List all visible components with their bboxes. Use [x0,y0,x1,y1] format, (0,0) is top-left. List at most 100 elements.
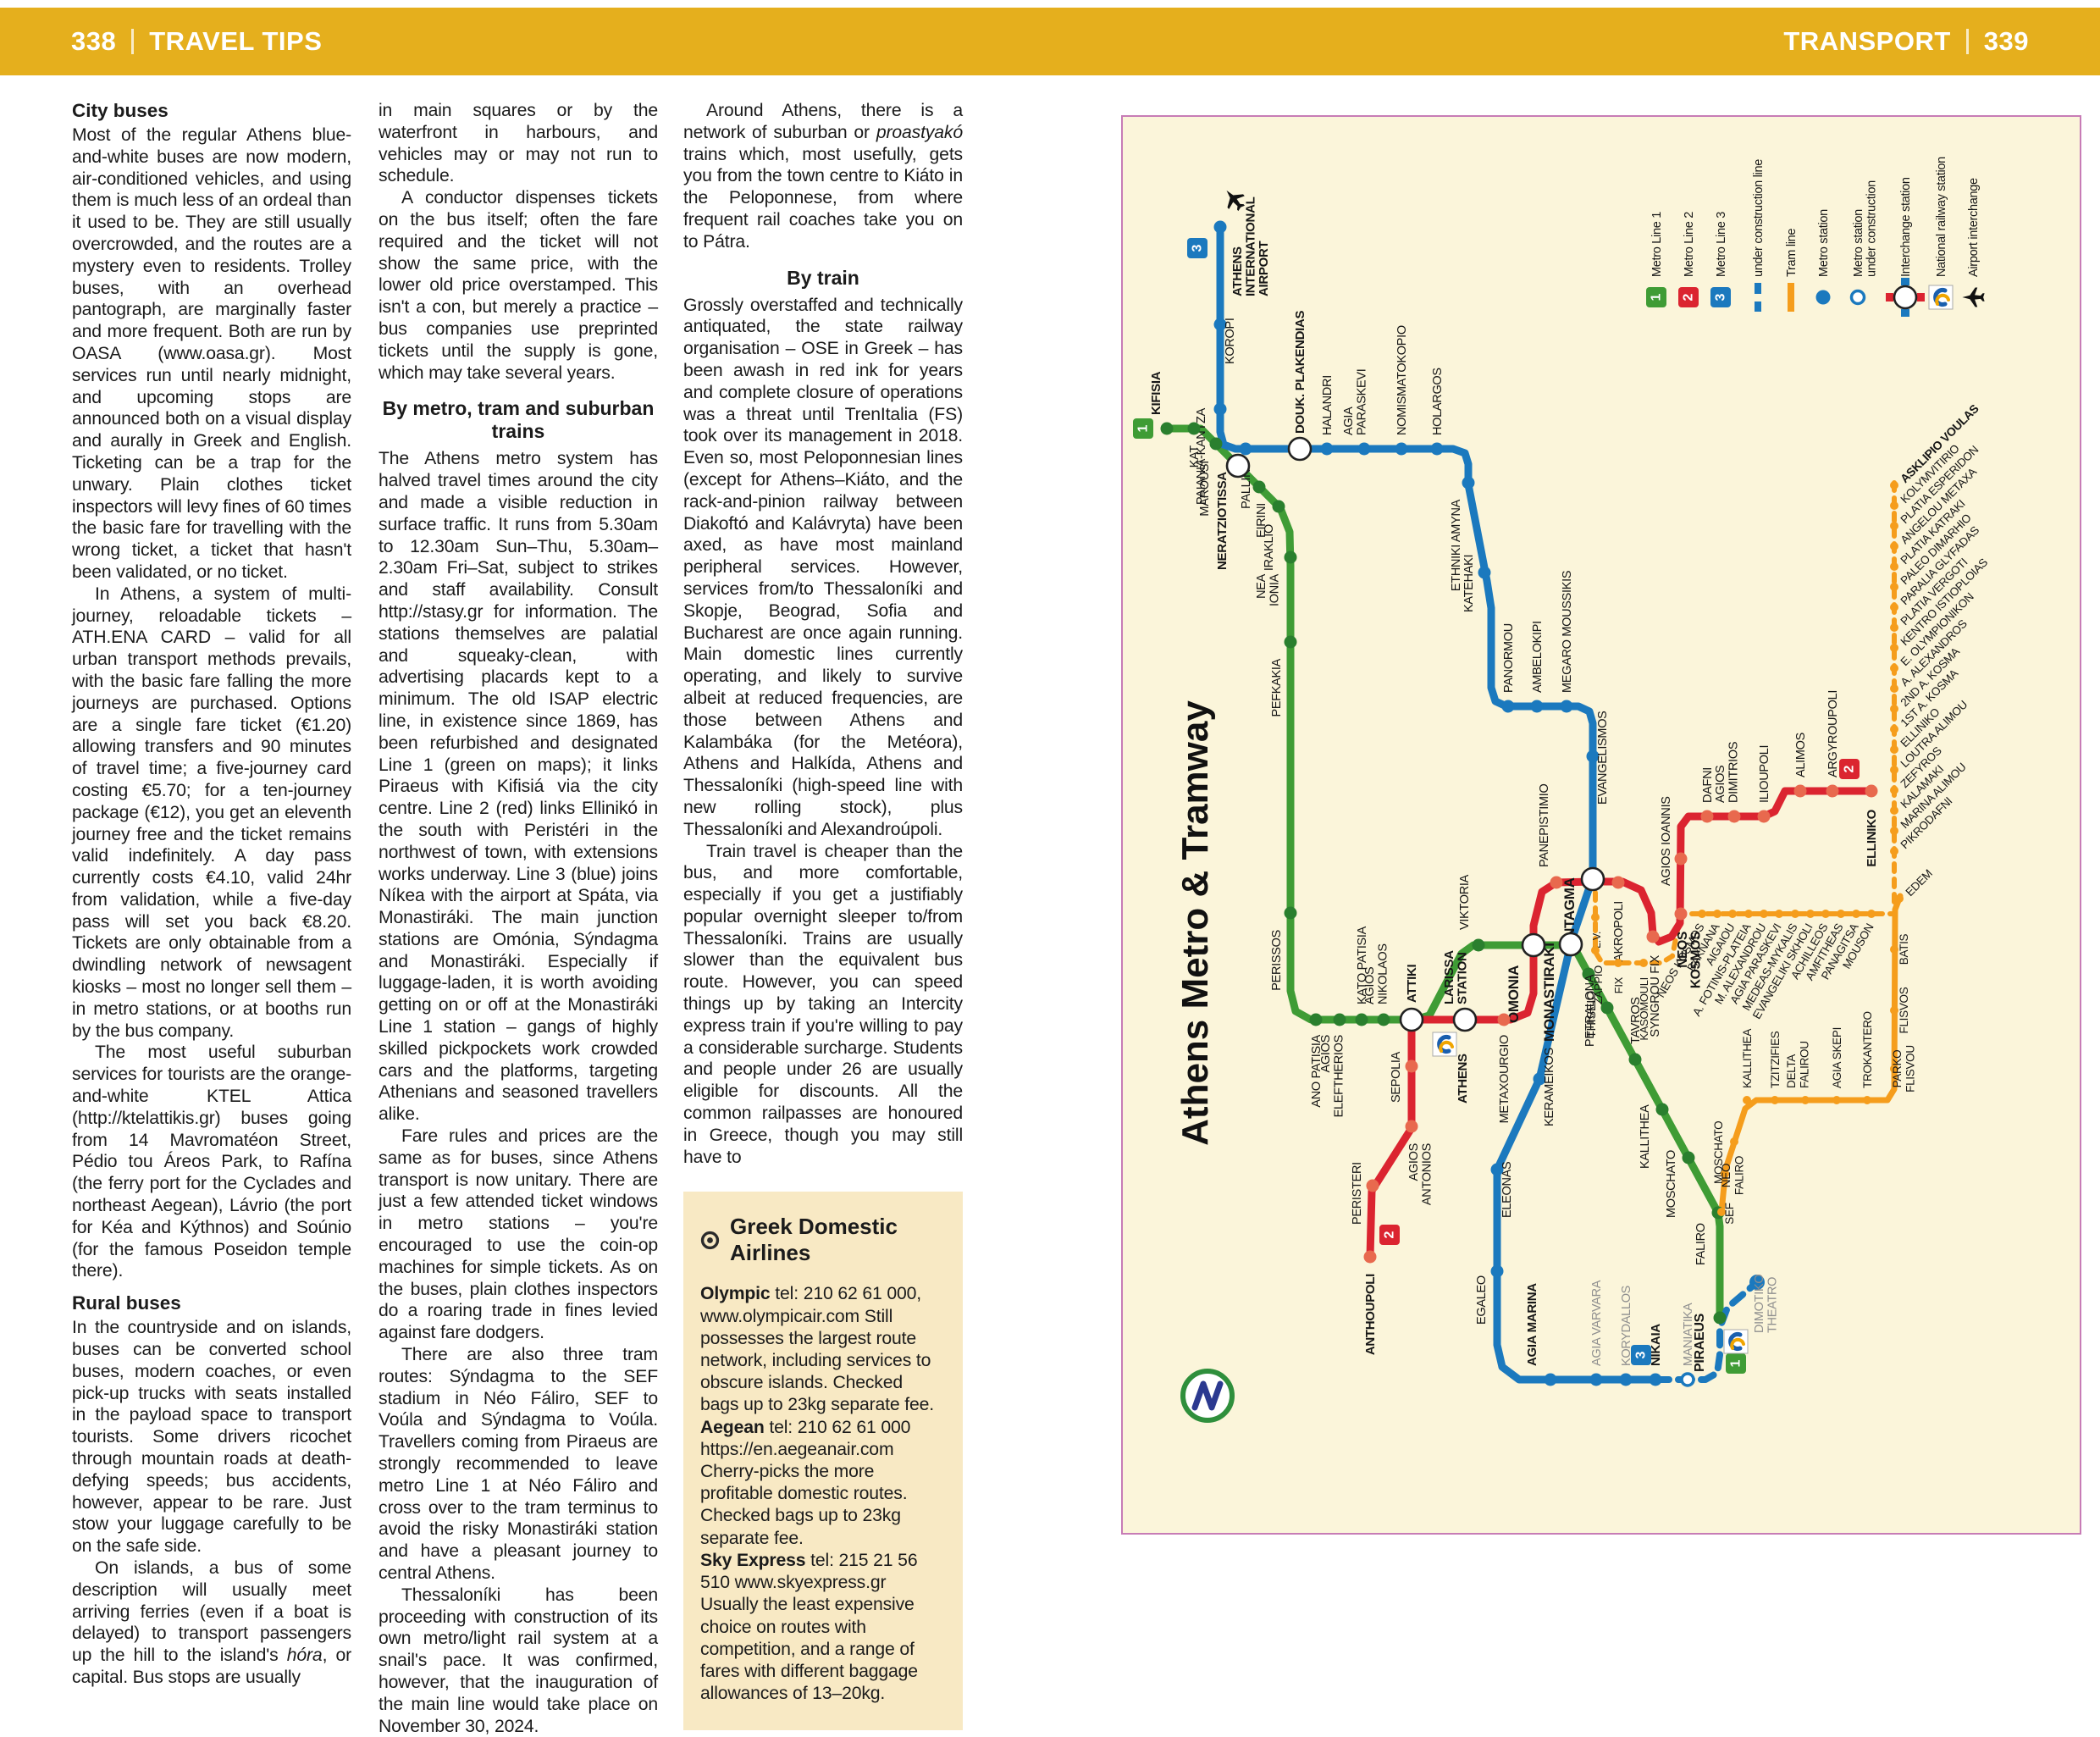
station-label: NIKAIA [1649,1324,1663,1366]
header-left: 338 TRAVEL TIPS [71,26,322,57]
airline-entry: Olympic tel: 210 62 61 000, www.olympica… [700,1283,946,1416]
line-number: 2 [1383,1231,1397,1238]
text-run: hóra [286,1646,323,1666]
page-number-left: 338 [71,26,117,56]
station-label: HALANDRI [1321,375,1335,435]
metro-line [1652,1279,1760,1383]
national-railway-logo [1928,285,1954,310]
station-label: HOLARGOS [1431,368,1445,435]
metro-map-panel: ATHENSINTERNATIONALAIRPORT KOROPI PAIANIA-… [1121,115,2081,1535]
text-run: Fare rules and prices are the same as fo… [379,1126,658,1343]
station-label: ELLINIKO [1865,809,1879,866]
metro-line [1163,424,1724,1322]
station-dot [1272,500,1285,513]
station-dot [1793,784,1807,798]
station-dot [1405,1059,1418,1073]
domestic-airlines-box: Greek Domestic Airlines Olympic tel: 210… [683,1192,963,1731]
station-dot [1309,1013,1323,1026]
station-label: THISEIO [1585,991,1599,1038]
station-label: AMBELOKIPI [1531,621,1545,693]
text-column-1: City buses Most of the regular Athens blu… [72,100,351,1689]
text-run: Around Athens, there is a network of sub… [683,101,963,142]
national-railway-logo [1432,1032,1457,1057]
airline-name: Aegean [700,1417,770,1437]
station-label: EVANGELISMOS [1596,711,1610,805]
text-run: Most of the regular Athens blue-and-whit… [72,125,351,582]
tram-stop-dot [1890,522,1898,530]
station-label: ALIMOS [1794,733,1808,777]
text-run: In Athens, a system of multi-journey, re… [72,584,351,1041]
station-dot [1462,476,1475,490]
station-label: EGALEO [1475,1275,1489,1325]
tram-stop-dot [1832,1096,1841,1104]
target-icon [700,1231,720,1250]
station-dot [1649,1373,1662,1386]
paragraph: There are also three tram routes: Sýndag… [379,1344,658,1585]
tram-stop-dot [1890,542,1898,550]
tram-stop-dot [1863,1096,1871,1104]
heading: Rural buses [72,1292,351,1314]
legend-chip [1678,287,1699,307]
station-label: KOROPI [1224,318,1237,364]
text-run: The Athens metro system has halved trave… [379,449,658,1125]
legend-label: National railway station [1935,157,1948,277]
station-label: PARKOFLISVOU [1891,1045,1917,1093]
station-label: FALIRO [1694,1223,1708,1265]
paragraph: Fare rules and prices are the same as fo… [379,1126,658,1344]
tram-stop-dot [1744,910,1753,918]
legend-label: Metro stationunder construction [1852,180,1879,277]
heading: City buses [72,100,351,122]
metro-line [1216,223,1660,1384]
text-column-2: in main squares or by the waterfront in … [379,100,658,1737]
tram-stop-dot [1890,725,1898,733]
text-run: A conductor dispenses tickets on the bus… [379,188,658,383]
station-dot [1674,907,1688,921]
station-label: AGIOSELEFTHERIOS [1319,1035,1346,1117]
legend-label: Interchange station [1899,177,1913,277]
station-label: KASOMOULI [1638,977,1650,1041]
tram-stop-dot [1728,910,1737,918]
airplane-icon [1962,287,1985,307]
legend-label: Metro Line 1 [1650,212,1664,277]
station-label: KERAMEIKOS [1543,1048,1556,1126]
paragraph: Grossly overstaffed and technically anti… [683,295,963,841]
interchange-station-circle [1287,436,1312,462]
airline-text: tel: 210 62 61 000, www.olympicair.com S… [700,1284,935,1415]
paragraph: Thessaloníki has been proceeding with co… [379,1585,658,1737]
tram-stop-dot [1837,910,1845,918]
line-number-badge [1379,1225,1400,1245]
station-label: ANO PATISIA [1310,1034,1324,1107]
station-label: ETHNIKI AMYNA [1450,499,1463,591]
station-dot [1472,938,1485,952]
station-dot [1213,318,1227,331]
station-label: KATO PATISIA [1356,926,1369,1004]
legend-chip-number: 1 [1650,293,1664,301]
line-number: 1 [1136,424,1151,432]
heading: By metro, tram and suburban trains [379,397,658,443]
station-label: EIRINI [1255,503,1268,538]
tram-stop-dot [1721,1170,1729,1178]
national-railway-logo [1723,1329,1749,1354]
tram-stop-dot [1806,910,1815,918]
station-label: TROKANTERO [1861,1011,1874,1088]
legend-chip-number: 2 [1682,293,1696,301]
metro-map-svg: ATHENSINTERNATIONALAIRPORTKOROPIPAIANIA-… [1133,157,1990,1423]
legend-stub [1901,309,1909,317]
station-label: MAROUSI [1198,461,1212,517]
airlines-box-title-row: Greek Domestic Airlines [700,1214,946,1266]
station-dot [1478,566,1491,579]
metro-line [1718,893,1904,1215]
tram-stop-dot [1775,910,1783,918]
station-label: NEOFALIRO [1720,1156,1746,1195]
station-dot [1865,784,1878,798]
station-dot [1213,220,1227,234]
text-run: By train [787,266,859,289]
station-label: MOSCHATO [1665,1150,1678,1218]
station-dot [1490,1264,1504,1278]
station-label: ANTHOUPOLI [1363,1274,1378,1355]
station-label: KALLITHEA [1639,1104,1652,1169]
station-dot [1333,1013,1346,1026]
tram-stop-dot [1890,644,1898,652]
station-dot [1239,442,1252,456]
section-title-left: TRAVEL TIPS [149,26,323,56]
